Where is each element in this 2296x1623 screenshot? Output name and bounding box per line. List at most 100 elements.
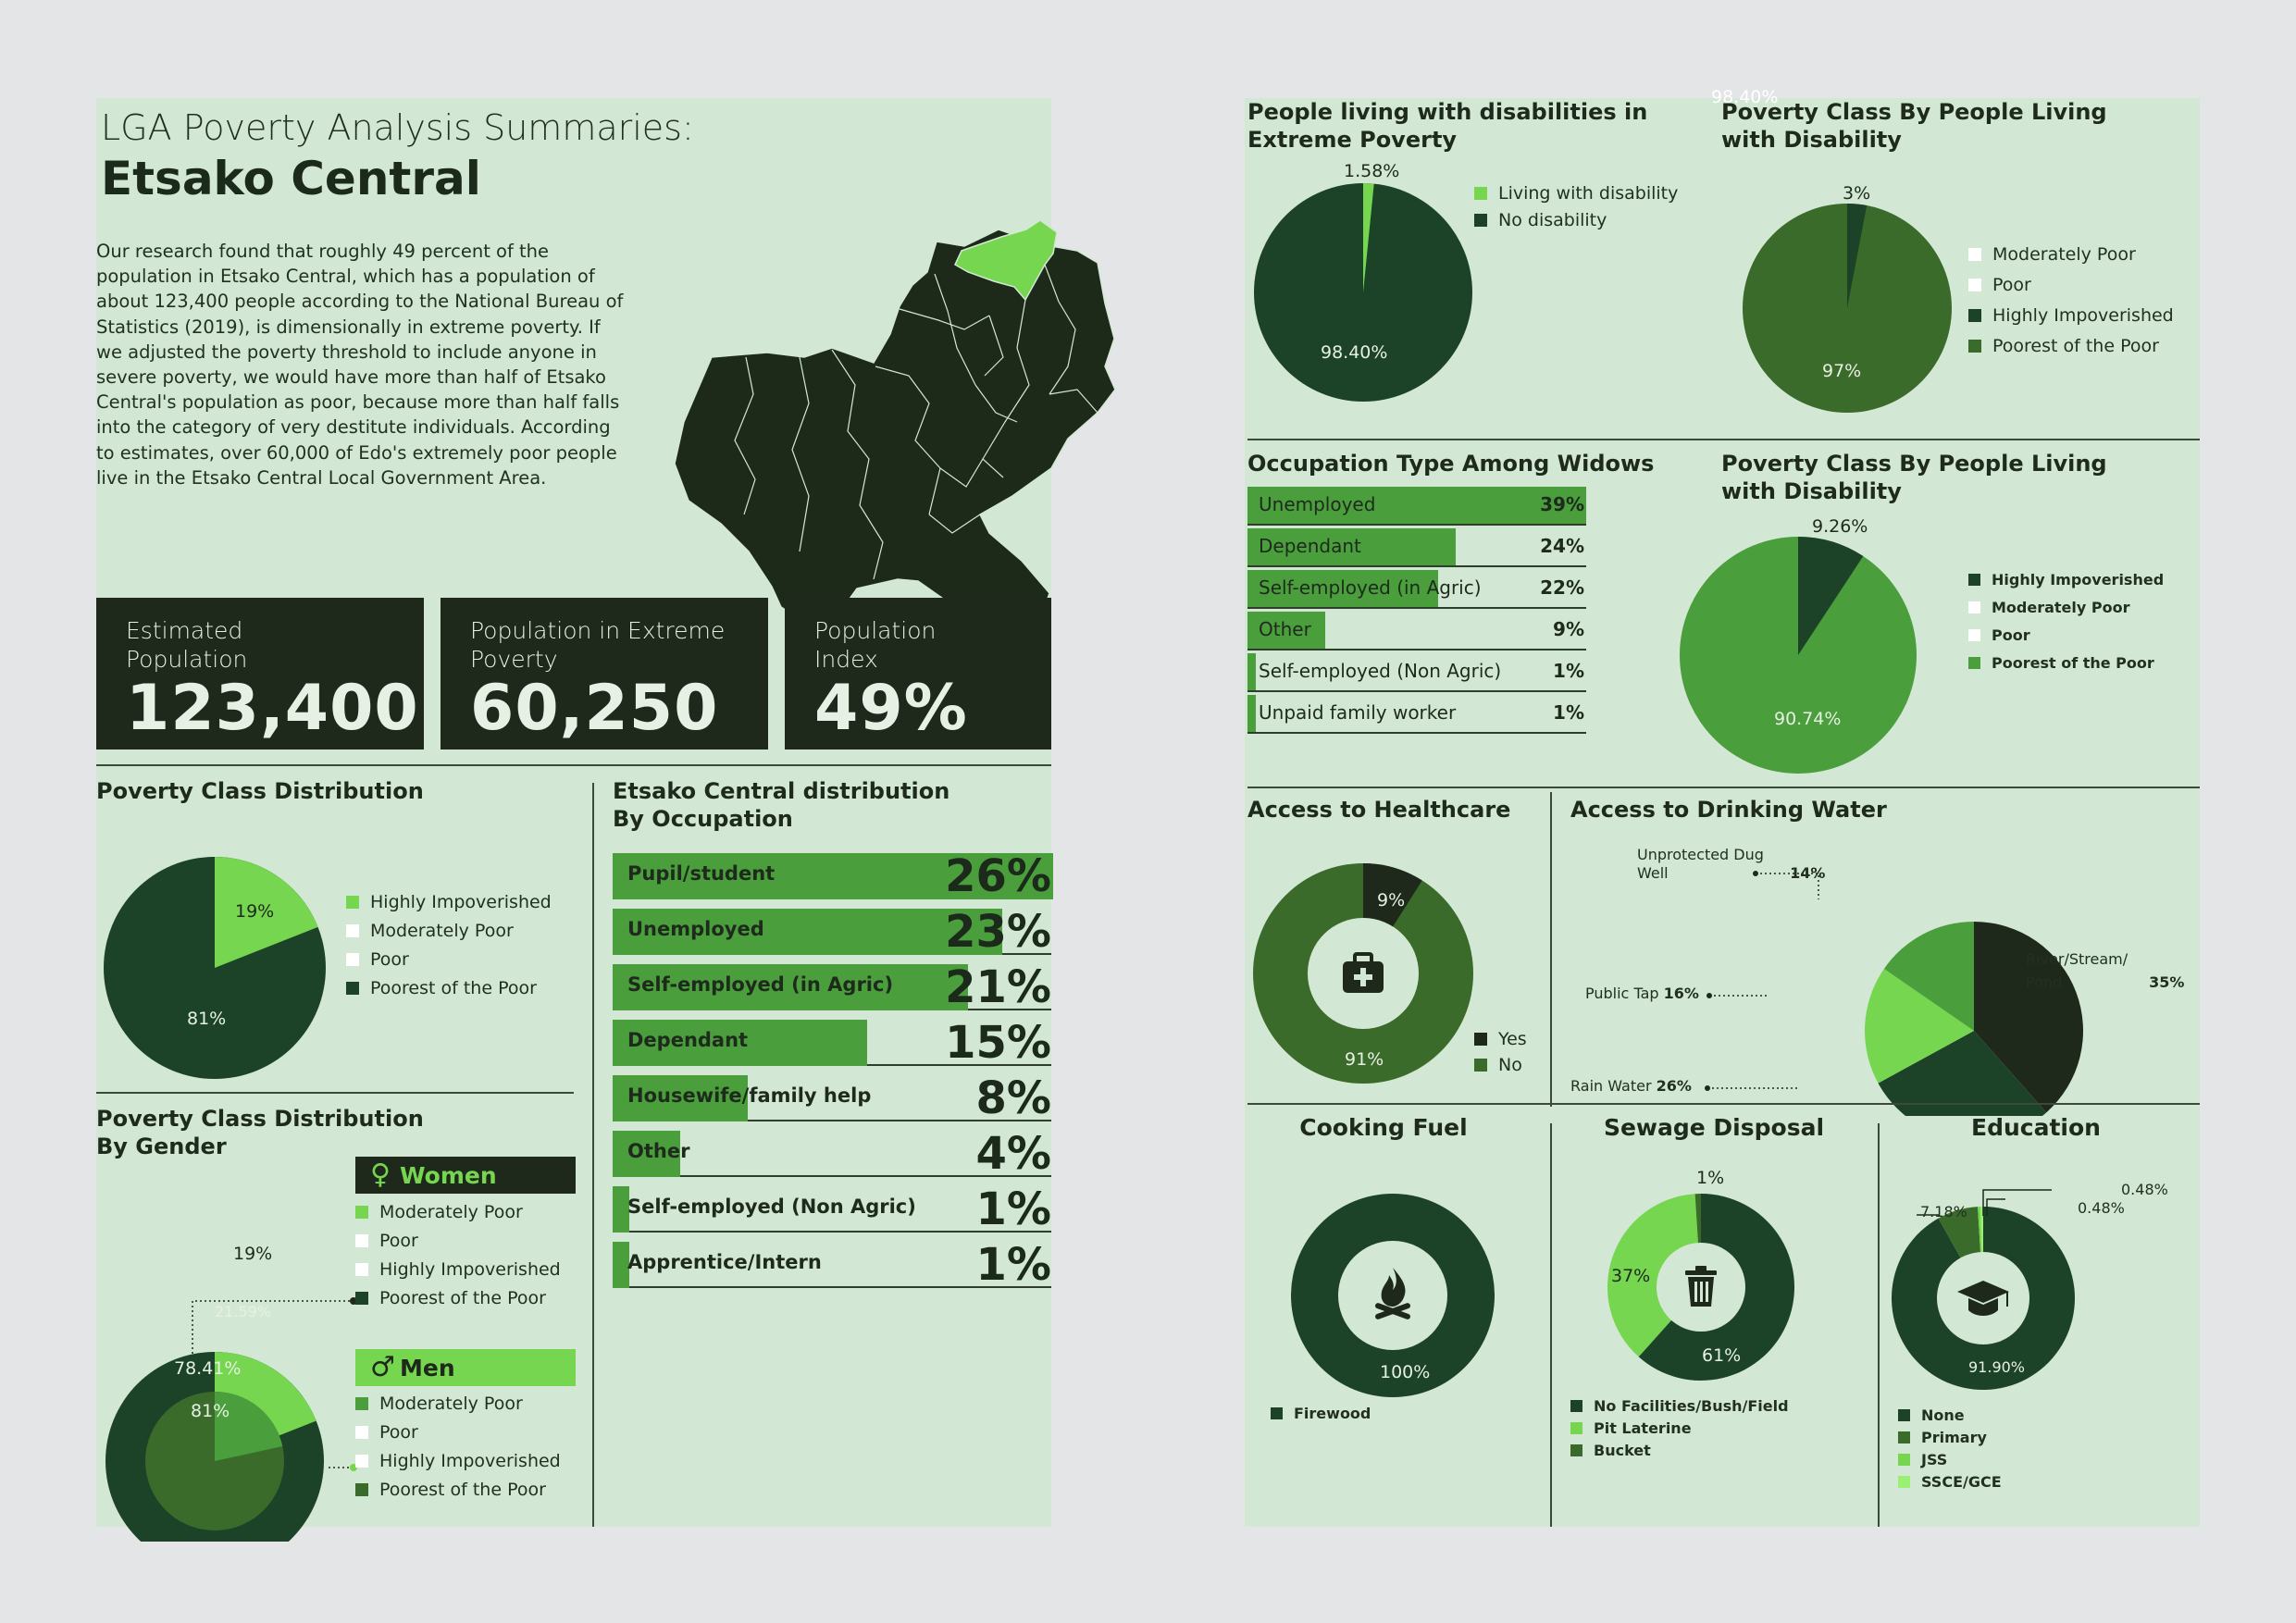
legend-label: No	[1498, 1055, 1522, 1075]
legend-label: Poor	[379, 1422, 418, 1443]
water-cat: Rain Water	[1570, 1077, 1652, 1095]
legend-label: Poor	[370, 949, 409, 970]
legend-label: Primary	[1921, 1429, 1987, 1446]
pie-label: 9.26%	[1812, 516, 1868, 537]
water-val: 35%	[2149, 973, 2185, 991]
map-region-main	[674, 229, 1116, 654]
stat-value: 123,400	[126, 672, 419, 745]
occupation-value: 1%	[975, 1239, 1052, 1291]
stat-label: Population Index	[814, 617, 937, 673]
legend-item: Primary	[1898, 1429, 1987, 1446]
divider	[1550, 1123, 1552, 1527]
legend-swatch	[346, 953, 359, 966]
occupation-label: Self-employed (Non Agric)	[627, 1196, 916, 1218]
legend-label: No Facilities/Bush/Field	[1594, 1397, 1789, 1415]
occupation-row: Unemployed 23%	[613, 905, 1051, 958]
divider	[1247, 439, 2200, 440]
legend-swatch	[346, 982, 359, 995]
widow-value: 39%	[1540, 493, 1584, 515]
legend-swatch	[355, 1206, 368, 1219]
gender-chart	[105, 1297, 357, 1542]
legend-label: Moderately Poor	[379, 1394, 523, 1414]
occupation-row: Self-employed (Non Agric) 1%	[613, 1183, 1052, 1235]
water-slice-tap	[1865, 968, 1974, 1084]
legend-label: Poor	[1992, 275, 2031, 295]
section-title-healthcare: Access to Healthcare	[1247, 797, 1511, 823]
occupation-value: 8%	[975, 1072, 1052, 1124]
occupation-value: 26%	[945, 850, 1051, 902]
divider	[1247, 1103, 2200, 1105]
legend-swatch	[1968, 629, 1980, 641]
sewage-slice-pit	[1607, 1194, 1701, 1357]
divider	[1878, 1123, 1880, 1527]
legend-item: JSS	[1898, 1451, 1947, 1468]
men-tag-label: Men	[400, 1355, 455, 1381]
map-boundaries	[734, 264, 1098, 580]
legend-label: Highly Impoverished	[1992, 305, 2174, 326]
legend-swatch	[1570, 1422, 1582, 1434]
pie-label: 7.18%	[1920, 1203, 1967, 1220]
water-val: 14%	[1790, 864, 1826, 882]
pie-label: 91%	[1345, 1049, 1384, 1070]
legend-item: No disability	[1474, 210, 1607, 230]
widow-bar	[1247, 570, 1438, 607]
trash-icon	[1685, 1266, 1717, 1307]
legend-label: Yes	[1498, 1029, 1527, 1049]
pie-slice-highly-impoverished	[1798, 537, 1864, 655]
fire-icon	[1375, 1268, 1410, 1319]
legend-item: Yes	[1474, 1029, 1527, 1049]
widow-label: Unemployed	[1259, 493, 1376, 515]
widow-label: Unpaid family worker	[1259, 701, 1457, 724]
water-val: 16%	[1663, 985, 1699, 1002]
widow-label: Dependant	[1259, 535, 1361, 557]
left-page: LGA Poverty Analysis Summaries: Etsako C…	[96, 98, 1116, 1542]
class-disab-1-pie	[1743, 204, 1952, 413]
legend-swatch	[1968, 657, 1980, 669]
occupation-bar	[613, 964, 968, 1010]
pie-label: 100%	[1380, 1362, 1431, 1382]
legend-swatch	[1898, 1409, 1910, 1421]
water-cat: River/Stream/ Pond	[2026, 950, 2128, 991]
legend-label: Poorest of the Poor	[1992, 654, 2154, 672]
disab-extreme-pie	[1254, 183, 1472, 402]
cooking-donut	[1291, 1194, 1495, 1397]
section-title-class-disab-2: Poverty Class By People Living with Disa…	[1721, 451, 2107, 504]
legend-swatch	[1968, 601, 1980, 613]
legend-label: Poorest of the Poor	[379, 1288, 546, 1308]
water-label-tap: Public Tap 16%	[1585, 985, 1699, 1002]
section-title-education: Education	[1971, 1114, 2101, 1141]
legend-item: Living with disability	[1474, 183, 1678, 204]
right-page: 98.40% People living with disabilities i…	[1245, 87, 2200, 1527]
water-cat: Unprotected Dug Well	[1637, 846, 1764, 882]
legend-item: Poor	[346, 949, 409, 970]
occupation-bar	[613, 1020, 867, 1066]
occupation-value: 1%	[975, 1183, 1052, 1235]
occupation-row: Housewife/family help 8%	[613, 1072, 1052, 1124]
legend-swatch	[1570, 1400, 1582, 1412]
legend-item: Bucket	[1570, 1442, 1651, 1459]
occupation-label: Housewife/family help	[627, 1084, 872, 1107]
stat-population-index: Population Index 49%	[785, 598, 1051, 750]
pie-label-81: 81%	[187, 1009, 227, 1029]
legend-item: Highly Impoverished	[346, 892, 552, 912]
pie-label: 0.48%	[2121, 1181, 2168, 1198]
legend-swatch	[1968, 340, 1981, 353]
widow-value: 1%	[1553, 701, 1584, 724]
legend-item: Moderately Poor	[346, 921, 514, 941]
stat-label: Estimated Population	[126, 617, 248, 673]
legend-label: Poorest of the Poor	[379, 1480, 546, 1500]
men-tag: ♂ Men	[355, 1349, 576, 1386]
water-val: 26%	[1656, 1077, 1692, 1095]
section-title-cooking: Cooking Fuel	[1299, 1114, 1468, 1141]
widow-bar	[1247, 612, 1325, 649]
widow-row: Unpaid family worker 1%	[1247, 693, 1586, 734]
widow-row: Self-employed (in Agric) 22%	[1247, 568, 1586, 609]
legend-swatch	[1474, 214, 1487, 227]
occupation-label: Unemployed	[627, 918, 764, 940]
pie-label: 97%	[1822, 361, 1862, 381]
stat-label: Population in Extreme Poverty	[470, 617, 726, 673]
legend-swatch	[346, 896, 359, 909]
woman-icon: ♀	[370, 1158, 391, 1191]
widow-bar	[1247, 653, 1256, 690]
legend-label: Highly Impoverished	[1992, 571, 2165, 588]
